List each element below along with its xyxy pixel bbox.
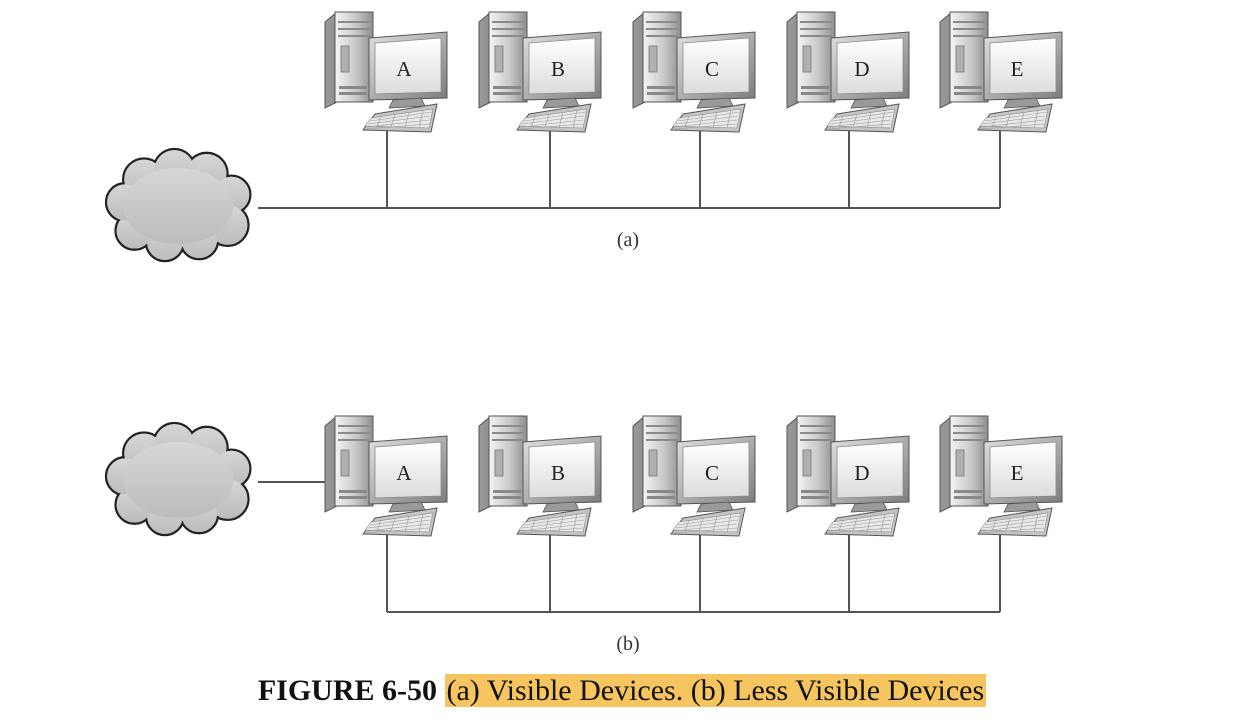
computer-icon [786,11,910,133]
computer-icon [939,11,1063,133]
device-d: D [786,415,910,537]
device-d: D [786,11,910,133]
device-label: C [705,57,719,81]
computer-icon [478,415,602,537]
cloud-icon [104,421,252,537]
device-label: D [854,461,869,485]
device-label: C [705,461,719,485]
device-label: D [854,57,869,81]
panel-a: A B C D E (a) [104,11,1063,263]
device-e: E [939,415,1063,537]
device-label: E [1011,57,1024,81]
device-a: A [324,11,448,133]
panel-label: (b) [616,633,639,655]
device-c: C [632,415,756,537]
device-label: A [396,461,412,485]
device-b: B [478,11,602,133]
computer-icon [324,415,448,537]
panel-label: (a) [617,229,639,251]
device-label: B [551,461,565,485]
computer-icon [939,415,1063,537]
computer-icon [324,11,448,133]
device-label: E [1011,461,1024,485]
device-a: A [324,415,448,537]
figure-caption: FIGURE 6-50 (a) Visible Devices. (b) Les… [0,674,1244,708]
computer-icon [632,415,756,537]
computer-icon [632,11,756,133]
device-c: C [632,11,756,133]
cloud-icon [104,147,252,263]
device-label: B [551,57,565,81]
panel-b: A B C D E (b) [104,415,1063,655]
device-b: B [478,415,602,537]
caption-text: (a) Visible Devices. (b) Less Visible De… [444,674,987,707]
device-e: E [939,11,1063,133]
computer-icon [478,11,602,133]
device-label: A [396,57,412,81]
computer-icon [786,415,910,537]
figure-number: FIGURE 6-50 [257,674,437,707]
